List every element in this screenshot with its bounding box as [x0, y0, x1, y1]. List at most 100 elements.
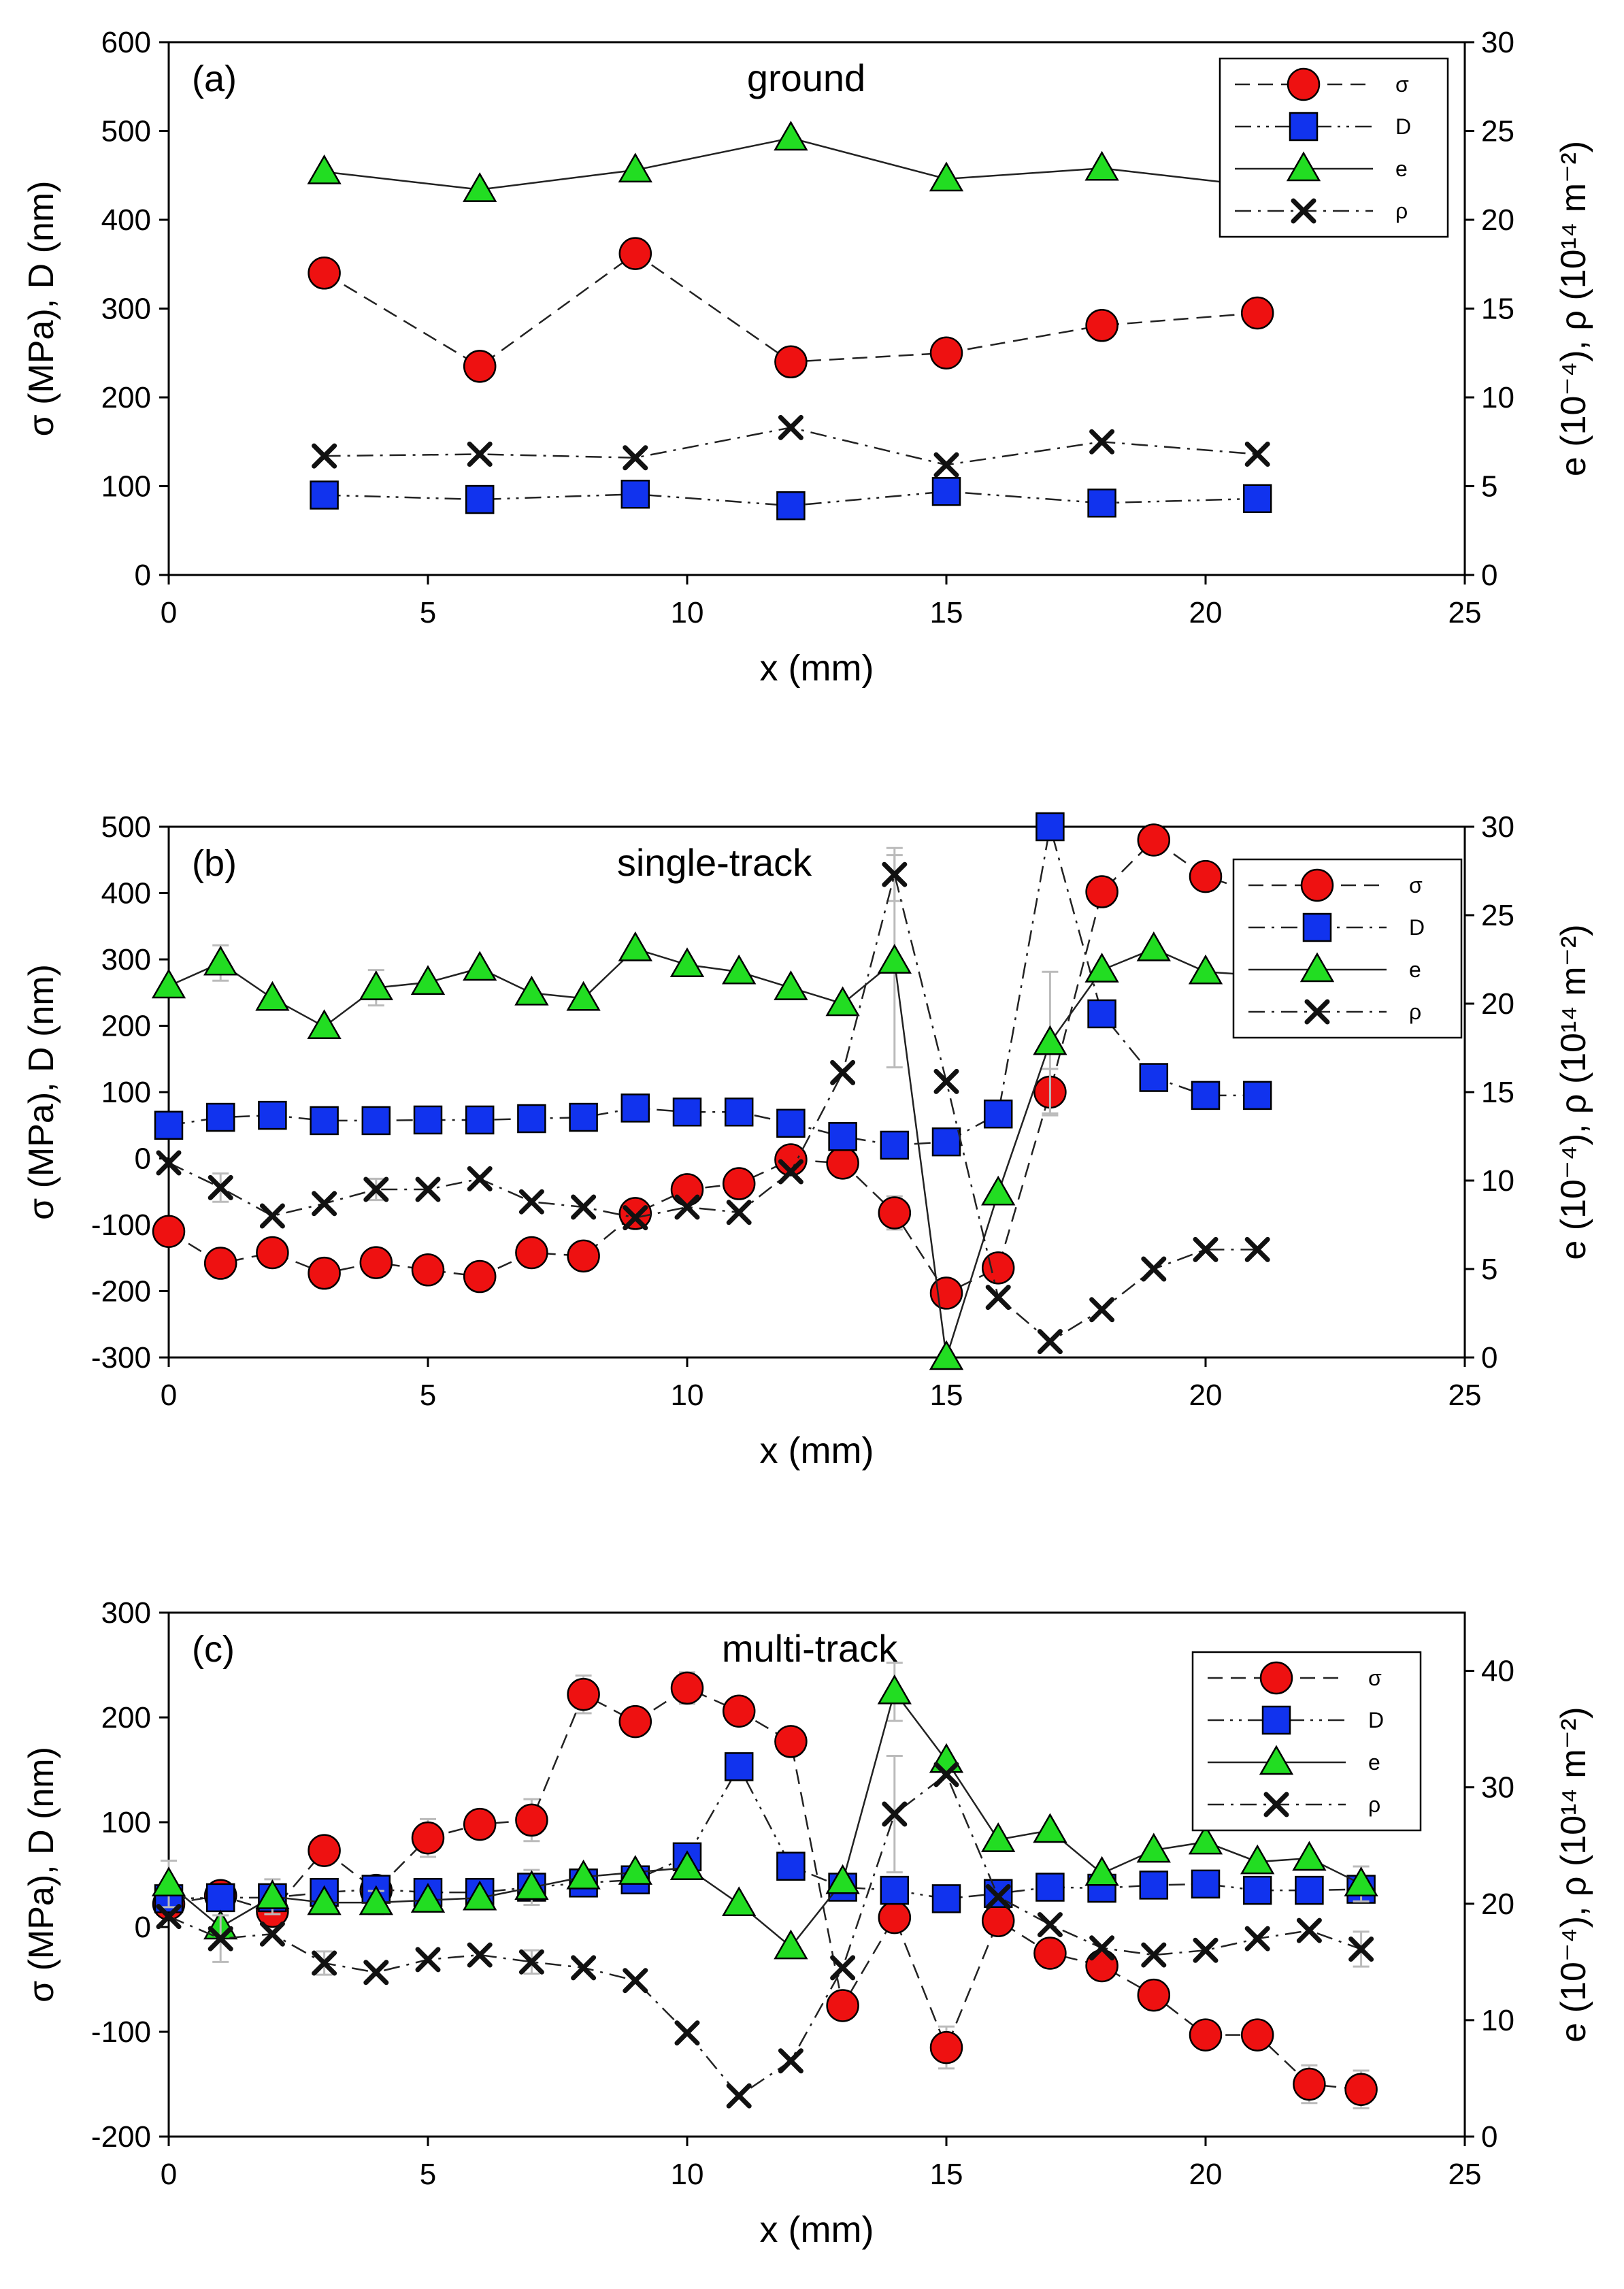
- data-point-cross: [363, 1176, 389, 1202]
- data-point-cross: [363, 1960, 389, 1986]
- data-point-circle: [1240, 2018, 1274, 2052]
- data-point-square: [724, 1098, 754, 1127]
- y-right-tick-label: 10: [1481, 381, 1514, 414]
- series-rho: [312, 414, 1270, 478]
- data-point-circle: [774, 345, 808, 379]
- y-left-tick-label: 0: [135, 1142, 151, 1176]
- data-point-circle: [981, 1904, 1015, 1938]
- series-sigma: [152, 823, 1274, 1310]
- data-point-cross: [312, 1191, 337, 1217]
- data-point-circle: [308, 1834, 341, 1867]
- data-point-square: [776, 1851, 806, 1881]
- legend-marker-circle: [1259, 1661, 1293, 1695]
- y-right-tick-label: 0: [1481, 559, 1497, 592]
- data-point-cross: [623, 1968, 648, 1994]
- y-left-tick-label: 300: [101, 293, 151, 326]
- data-point-cross: [1037, 1329, 1063, 1355]
- y-right-axis-label: e (10⁻⁴), ρ (10¹⁴ m⁻²): [1554, 924, 1593, 1259]
- legend-marker-triangle: [1286, 151, 1321, 182]
- legend-marker-cross: [1263, 1792, 1289, 1817]
- series-line: [168, 1773, 1362, 2097]
- data-point-triangle: [566, 981, 601, 1011]
- data-point-circle: [463, 1259, 497, 1294]
- y-left-tick-label: 0: [135, 559, 151, 592]
- data-point-square: [465, 484, 495, 514]
- series-D: [154, 812, 1272, 1160]
- series-rho: [156, 1754, 1374, 2109]
- x-tick-label: 15: [930, 2158, 963, 2191]
- data-point-square: [1139, 1871, 1169, 1900]
- data-point-square: [361, 1106, 391, 1136]
- legend-marker-circle: [1300, 868, 1334, 902]
- data-point-triangle: [463, 951, 497, 981]
- y-right-tick-label: 0: [1481, 2120, 1497, 2154]
- data-point-circle: [1344, 2073, 1378, 2106]
- y-left-tick-label: 500: [101, 115, 151, 148]
- y-right-tick-label: 10: [1481, 2004, 1514, 2037]
- y-left-tick-label: -300: [91, 1341, 151, 1374]
- series-rho: [156, 846, 1270, 1355]
- data-point-square: [983, 1099, 1013, 1129]
- y-right-tick-label: 30: [1481, 26, 1514, 59]
- series-e: [307, 120, 1275, 202]
- data-point-cross: [1089, 1297, 1115, 1323]
- data-point-cross: [985, 1884, 1011, 1910]
- x-tick-label: 25: [1448, 1379, 1482, 1412]
- data-point-cross: [156, 1904, 182, 1930]
- panel-title: single-track: [617, 841, 812, 884]
- data-point-cross: [726, 2083, 752, 2109]
- data-point-circle: [411, 1821, 445, 1855]
- x-tick-label: 10: [671, 596, 704, 629]
- legend-marker-circle: [1287, 67, 1321, 101]
- data-point-circle: [1085, 875, 1118, 908]
- data-point-triangle: [825, 986, 860, 1017]
- data-point-circle: [152, 1215, 186, 1248]
- y-left-tick-label: 0: [135, 1911, 151, 1944]
- legend-box: [1232, 858, 1463, 1039]
- data-point-triangle: [1136, 931, 1171, 961]
- data-point-square: [1242, 1875, 1272, 1905]
- data-point-square: [1191, 1081, 1221, 1110]
- data-point-triangle: [774, 120, 808, 151]
- y-right-tick-label: 20: [1481, 987, 1514, 1021]
- data-point-cross: [1244, 442, 1270, 467]
- data-point-triangle: [618, 1855, 652, 1885]
- data-point-cross: [830, 1059, 856, 1085]
- data-point-square: [880, 1130, 910, 1160]
- data-point-cross: [1089, 429, 1115, 455]
- data-point-cross: [1141, 1256, 1167, 1282]
- y-right-tick-label: 25: [1481, 115, 1514, 148]
- series-line: [168, 826, 1258, 1147]
- legend-entry: D: [1395, 114, 1411, 139]
- data-point-square: [931, 1127, 961, 1157]
- series-line: [168, 1690, 1362, 1948]
- x-tick-label: 5: [420, 596, 436, 629]
- data-point-triangle: [929, 1743, 964, 1773]
- data-point-square: [724, 1752, 754, 1781]
- data-point-cross: [1037, 1912, 1063, 1938]
- legend-box: [1219, 57, 1449, 238]
- panel-b: 0 5 10 15 20 25 -300 -200 -100 0 100 200 300 400 500 0 5…: [22, 810, 1593, 1471]
- data-point-square: [672, 1098, 702, 1127]
- data-point-square: [776, 1108, 806, 1138]
- data-point-cross: [518, 1189, 544, 1215]
- data-point-square: [205, 1102, 235, 1132]
- data-point-triangle: [1292, 1841, 1327, 1871]
- series-line: [324, 427, 1258, 466]
- data-point-square: [1242, 1081, 1272, 1110]
- data-point-square: [205, 1883, 235, 1913]
- data-point-cross: [208, 1926, 233, 1952]
- panel-a: 0 5 10 15 20 25 0 100 200 300 400 500 600 0 5 10 15 20 25 3…: [22, 26, 1593, 689]
- data-point-cross: [1141, 1942, 1167, 1968]
- y-left-tick-label: 100: [101, 1806, 151, 1839]
- y-right-tick-label: 20: [1481, 203, 1514, 237]
- data-point-circle: [929, 2030, 963, 2064]
- x-tick-label: 20: [1189, 2158, 1223, 2191]
- panel-label: (a): [192, 59, 237, 99]
- y-right-axis-label: e (10⁻⁴), ρ (10¹⁴ m⁻²): [1554, 1707, 1593, 2042]
- data-point-triangle: [1084, 953, 1119, 983]
- data-point-circle: [308, 257, 341, 290]
- x-axis-label: x (mm): [760, 2209, 874, 2250]
